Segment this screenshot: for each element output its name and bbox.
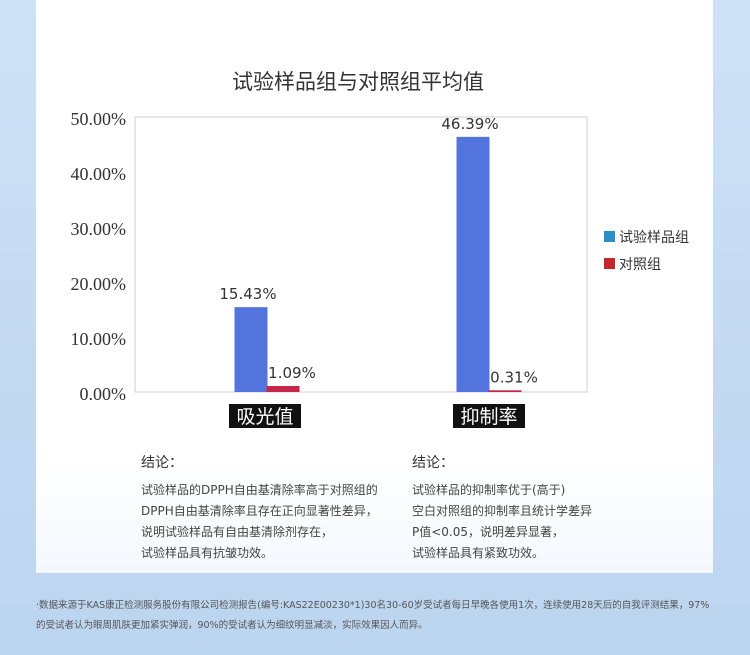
bar-data-label: 15.43% [219,285,276,303]
conclusion-inhibition: 结论： 试验样品的抑制率优于(高于) 空白对照组的抑制率且统计学差异 P值<0.… [412,453,592,564]
conclusion-line: 试验样品具有抗皱功效。 [141,546,274,560]
category-label-box [453,404,525,428]
bar [234,307,268,392]
conclusion-title: 结论： [141,455,183,471]
y-tick-label: 40.00% [71,164,127,184]
category-label-box [229,404,301,428]
bar [488,390,522,392]
category-label: 吸光值 [236,406,293,428]
conclusion-line: 试验样品的抑制率优于(高于) [412,483,566,497]
bar [266,386,300,392]
y-tick-label: 50.00% [71,109,127,129]
conclusion-line: 空白对照组的抑制率且统计学差异 [412,504,593,518]
content-card [36,0,713,573]
legend-label: 试验样品组 [619,230,689,246]
bar-data-label: 0.31% [490,368,538,386]
legend-swatch [604,258,615,269]
bar-data-label: 46.39% [441,115,498,133]
legend-label: 对照组 [619,257,661,273]
category-label: 抑制率 [460,406,517,428]
bar-chart: 试验样品组与对照组平均值 0.00% 10.00% 20.00% 30.00% 40.0… [71,70,689,428]
data-source-footnote: ·数据来源于KAS康正检测服务股份有限公司检测报告(编号:KAS22E00230… [36,600,710,631]
y-tick-label: 10.00% [71,329,127,349]
y-tick-label: 30.00% [71,219,127,239]
conclusion-absorbance: 结论： 试验样品的DPPH自由基清除率高于对照组的 DPPH自由基清除率且存在正… [141,453,378,564]
legend-swatch [604,231,615,242]
bar-data-label: 1.09% [268,364,316,382]
conclusion-line: 试验样品具有紧致功效。 [412,546,545,560]
plot-area [134,116,588,393]
bar [456,136,490,392]
y-tick-label: 0.00% [80,384,127,404]
conclusion-line: P值<0.05，说明差异显著， [412,525,565,539]
y-tick-label: 20.00% [71,274,127,294]
conclusion-line: 说明试验样品有自由基清除剂存在， [141,525,334,539]
conclusion-line: DPPH自由基清除率且存在正向显著性差异， [141,504,378,518]
conclusion-line: 试验样品的DPPH自由基清除率高于对照组的 [141,483,378,497]
conclusion-title: 结论： [412,455,454,471]
chart-title: 试验样品组与对照组平均值 [232,70,484,94]
